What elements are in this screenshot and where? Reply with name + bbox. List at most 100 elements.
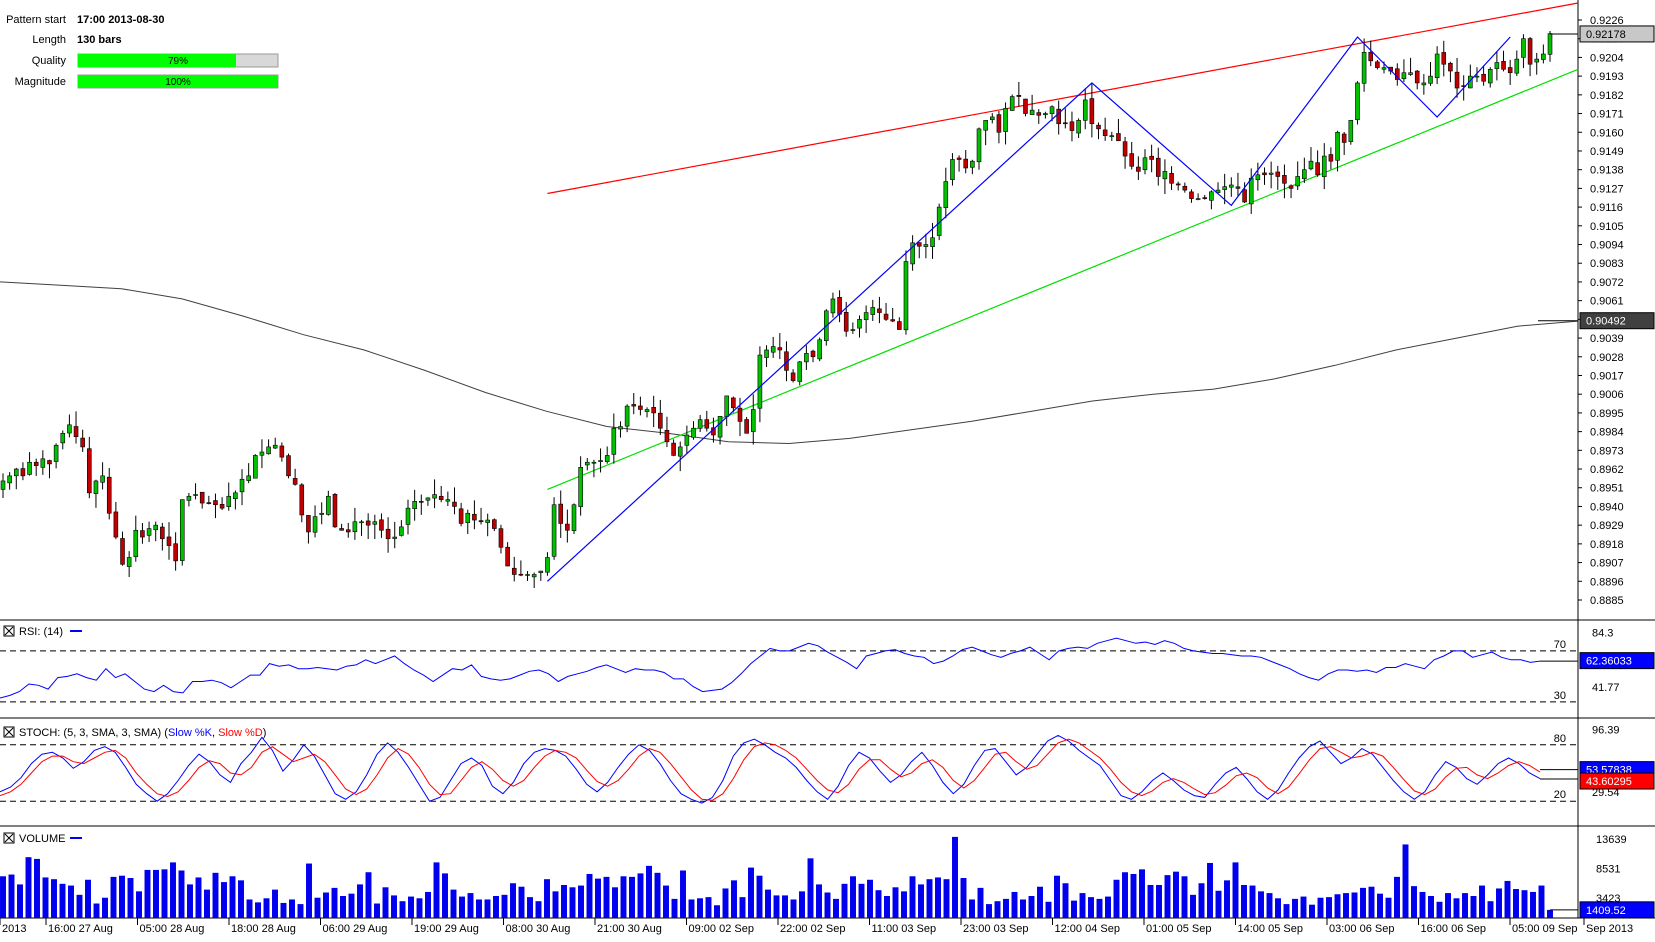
candle-body bbox=[770, 346, 776, 353]
candle-body bbox=[87, 448, 92, 494]
candle-body bbox=[863, 312, 869, 321]
volume-bar bbox=[68, 885, 74, 918]
ma-price-tag bbox=[1579, 312, 1655, 330]
volume-bar bbox=[493, 895, 499, 918]
candle-body bbox=[1328, 154, 1334, 162]
volume-bar bbox=[909, 876, 916, 918]
candle-body bbox=[1016, 94, 1022, 97]
volume-bar bbox=[399, 901, 406, 918]
candles-layer bbox=[0, 30, 1553, 589]
price-tick-label: 0.9116 bbox=[1590, 202, 1623, 214]
candle-body bbox=[1434, 53, 1440, 79]
volume-bar bbox=[612, 887, 618, 918]
volume-bar bbox=[578, 885, 584, 918]
candle-body bbox=[339, 528, 344, 531]
candle-body bbox=[20, 468, 26, 477]
volume-bar bbox=[552, 891, 559, 918]
candle-body bbox=[1335, 131, 1340, 161]
candle-body bbox=[1348, 120, 1354, 142]
candle-body bbox=[1242, 189, 1247, 203]
candle-body bbox=[179, 499, 185, 561]
volume-bar bbox=[450, 889, 457, 918]
volume-bar bbox=[246, 899, 253, 918]
volume-bar bbox=[170, 862, 176, 918]
price-tick-label: 0.9204 bbox=[1590, 52, 1624, 64]
volume-bar bbox=[1521, 890, 1528, 918]
candle-body bbox=[478, 520, 484, 523]
candle-body bbox=[691, 427, 696, 438]
candle-body bbox=[1487, 69, 1493, 84]
candle-body bbox=[392, 536, 398, 539]
volume-bar bbox=[1513, 889, 1519, 918]
candle-body bbox=[405, 507, 411, 525]
volume-bar bbox=[238, 880, 244, 918]
volume-bar bbox=[1309, 904, 1315, 918]
price-tick-label: 0.9017 bbox=[1590, 370, 1624, 382]
candle-body bbox=[1255, 174, 1261, 181]
last-price-tag bbox=[1579, 25, 1655, 43]
candle-body bbox=[1102, 129, 1108, 136]
candle-body bbox=[1096, 124, 1101, 130]
stoch-level-label: 20 bbox=[1554, 789, 1566, 801]
candle-body bbox=[399, 526, 404, 536]
volume-bar bbox=[688, 899, 695, 918]
candle-body bbox=[106, 476, 112, 514]
price-tick-label: 0.9072 bbox=[1590, 277, 1624, 289]
candle-body bbox=[1189, 191, 1194, 199]
stoch-title-sep: , bbox=[212, 727, 218, 739]
candle-body bbox=[1381, 67, 1387, 70]
volume-bar bbox=[1241, 884, 1247, 918]
volume-bar bbox=[748, 867, 754, 918]
volume-bar bbox=[1198, 883, 1205, 918]
volume-bar bbox=[943, 879, 950, 918]
zigzag-line bbox=[546, 36, 1511, 582]
candle-body bbox=[704, 419, 710, 429]
stoch-tick-label: 29.54 bbox=[1592, 787, 1620, 799]
volume-bar bbox=[76, 894, 83, 918]
candle-body bbox=[419, 501, 424, 503]
quality-bar-fill bbox=[78, 54, 236, 67]
price-tick-label: 0.9061 bbox=[1590, 296, 1624, 308]
candle-body bbox=[651, 407, 656, 414]
stoch-level-label: 80 bbox=[1554, 733, 1566, 745]
candle-body bbox=[372, 521, 378, 525]
volume-bar bbox=[1351, 892, 1358, 918]
volume-bar bbox=[501, 894, 508, 918]
candle-body bbox=[1481, 73, 1486, 82]
volume-bar bbox=[348, 893, 355, 918]
volume-bar bbox=[739, 897, 746, 918]
volume-bar bbox=[178, 870, 185, 918]
volume-bar bbox=[382, 887, 389, 918]
candle-body bbox=[1175, 183, 1181, 186]
volume-bar bbox=[297, 904, 304, 918]
candle-body bbox=[804, 353, 809, 363]
candle-body bbox=[133, 529, 139, 558]
candle-body bbox=[1501, 61, 1506, 70]
candle-body bbox=[724, 395, 729, 417]
volume-bar bbox=[663, 885, 669, 918]
candle-body bbox=[226, 495, 232, 507]
candle-body bbox=[923, 244, 929, 247]
candle-body bbox=[199, 491, 205, 504]
candle-body bbox=[658, 412, 663, 429]
price-tick-label: 0.8951 bbox=[1590, 483, 1624, 495]
rsi-title-text: RSI: (14) bbox=[19, 626, 63, 638]
time-tick-label: 05:00 28 Aug bbox=[140, 923, 205, 935]
candle-body bbox=[1421, 82, 1427, 86]
price-tick-label: 0.9127 bbox=[1590, 183, 1624, 195]
volume-bar bbox=[25, 857, 32, 918]
candle-body bbox=[1222, 186, 1227, 190]
resistance-trendline bbox=[547, 2, 1579, 195]
volume-bar bbox=[1258, 891, 1264, 918]
volume-bar bbox=[161, 869, 168, 918]
candle-body bbox=[1063, 122, 1068, 125]
volume-bar bbox=[153, 869, 159, 918]
candle-body bbox=[963, 158, 969, 169]
volume-bar bbox=[790, 899, 797, 918]
candle-body bbox=[1268, 172, 1274, 175]
time-tick-label: 18:00 28 Aug bbox=[231, 923, 296, 935]
candle-body bbox=[53, 444, 59, 462]
volume-bar bbox=[0, 876, 6, 918]
volume-bar bbox=[221, 882, 227, 918]
candle-body bbox=[611, 427, 617, 455]
